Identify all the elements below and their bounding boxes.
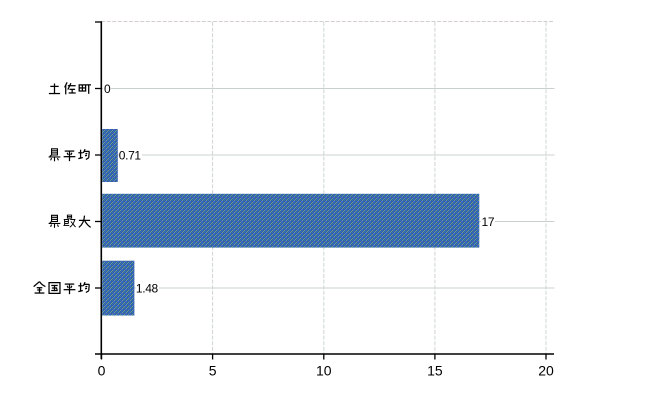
svg-text:15: 15	[427, 362, 443, 378]
svg-text:0: 0	[104, 82, 111, 96]
svg-text:20: 20	[538, 362, 554, 378]
svg-text:5: 5	[209, 362, 217, 378]
svg-text:1.48: 1.48	[136, 281, 159, 295]
svg-text:10: 10	[316, 362, 332, 378]
svg-text:0.71: 0.71	[119, 148, 142, 162]
svg-text:17: 17	[482, 215, 495, 229]
svg-text:0: 0	[98, 362, 106, 378]
